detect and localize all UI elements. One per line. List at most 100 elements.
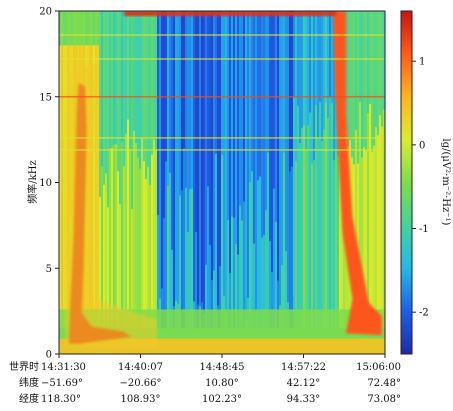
spectrogram-column-upper: [287, 11, 290, 303]
spectrogram-column-lower: [381, 126, 384, 329]
spectrogram-column-upper: [191, 11, 194, 189]
spectrogram-column-upper: [71, 11, 74, 46]
spectrogram-column-lower: [311, 163, 314, 329]
colorbar: [400, 10, 413, 355]
spectrogram-column-upper: [291, 11, 294, 167]
interference-line: [59, 149, 385, 151]
spectrogram-column-upper: [367, 11, 370, 114]
spectrogram-column-lower: [277, 280, 280, 329]
spectrogram-column-lower: [185, 187, 188, 329]
spectrogram-column-upper: [355, 11, 358, 131]
left-emission-halo: [65, 62, 157, 348]
spectrogram-column-upper: [83, 11, 86, 46]
spectrogram-column-lower: [143, 161, 146, 329]
spectrogram-column-lower: [165, 161, 168, 329]
x-row-value: 94.33°: [287, 394, 321, 405]
spectrogram-column-lower: [127, 119, 130, 329]
x-row-value: 108.93°: [121, 394, 161, 405]
y-axis-label: 频率/kHz: [26, 160, 39, 203]
spectrogram-column-upper: [195, 11, 198, 233]
spectrogram-column-lower: [367, 113, 370, 329]
spectrogram-column-lower: [303, 125, 306, 329]
spectrogram-column-lower: [237, 254, 240, 329]
spectrogram-column-lower: [269, 241, 272, 329]
spectrogram-column-upper: [137, 11, 140, 158]
spectrogram-column-upper: [163, 11, 166, 218]
spectrogram-column-upper: [303, 11, 306, 126]
spectrogram-column-upper: [81, 11, 84, 46]
spectrogram-column-upper: [91, 11, 94, 46]
spectrogram-column-upper: [145, 11, 148, 180]
spectrogram-column-upper: [211, 11, 214, 281]
spectrogram-column-upper: [217, 11, 220, 306]
spectrogram-column-lower: [215, 153, 218, 329]
spectrogram-column-lower: [281, 264, 284, 329]
spectrogram-column-lower: [379, 115, 382, 329]
spectrogram-column-upper: [233, 11, 236, 218]
spectrogram-column-upper: [179, 11, 182, 196]
spectrogram-column-upper: [135, 11, 138, 144]
spectrogram-column-lower: [359, 102, 362, 329]
spectrogram-column-lower: [249, 182, 252, 329]
spectrogram-column-upper: [375, 11, 378, 128]
spectrogram-column-upper: [119, 11, 122, 205]
spectrogram-column-upper: [185, 11, 188, 188]
spectrogram-column-lower: [231, 216, 234, 329]
spectrogram-column-lower: [139, 168, 142, 329]
x-row-value: 15:06:00: [356, 362, 401, 373]
spectrogram-column-upper: [85, 11, 88, 46]
spectrogram-column-upper: [361, 11, 364, 158]
spectrogram-column-upper: [89, 11, 92, 46]
spectrogram-column-lower: [213, 270, 216, 329]
spectrogram-column-lower: [137, 157, 140, 329]
spectrogram-column-upper: [121, 11, 124, 143]
spectrogram-column-upper: [275, 11, 278, 222]
spectrogram-column-upper: [247, 11, 250, 298]
spectrogram-column-upper: [323, 11, 326, 130]
spectrogram-column-upper: [87, 11, 90, 46]
spectrogram-column-lower: [285, 251, 288, 329]
spectrogram-column-lower: [183, 148, 186, 329]
spectrogram-column-lower: [147, 167, 150, 329]
spectrogram-column-upper: [99, 11, 102, 197]
spectrogram-column-upper: [111, 11, 114, 149]
spectrogram-column-lower: [355, 130, 358, 329]
spectrogram-column-upper: [157, 11, 160, 216]
spectrogram-column-upper: [101, 11, 104, 167]
spectrogram-column-lower: [299, 143, 302, 329]
spectrogram-column-lower: [95, 45, 98, 329]
spectrogram-column-upper: [307, 11, 310, 126]
spectrogram-column-upper: [379, 11, 382, 116]
spectrogram-column-upper: [147, 11, 150, 168]
spectrogram-column-lower: [261, 237, 264, 329]
spectrogram-column-lower: [99, 196, 102, 329]
spectrogram-column-upper: [381, 11, 384, 127]
spectrogram-column-upper: [369, 11, 372, 104]
x-row-value: 42.12°: [287, 378, 321, 389]
spectrogram-column-lower: [267, 152, 270, 329]
x-row-value: 10.80°: [205, 378, 239, 389]
spectrogram-column-lower: [257, 180, 260, 329]
spectrogram-column-upper: [93, 11, 96, 46]
spectrogram-column-lower: [133, 130, 136, 329]
colorbar-tick-label: 1: [419, 57, 425, 68]
y-tick-label: 10: [39, 178, 52, 189]
spectrogram-column-upper: [279, 11, 282, 306]
spectrogram-column-upper: [305, 11, 308, 150]
spectrogram-column-upper: [127, 11, 130, 120]
spectrogram-column-upper: [139, 11, 142, 169]
spectrogram-column-upper: [69, 11, 72, 46]
spectrogram-column-lower: [167, 185, 170, 329]
spectrogram-column-lower: [97, 45, 100, 329]
spectrogram-column-lower: [251, 171, 254, 329]
x-row-value: 72.48°: [367, 378, 401, 389]
spectrogram-column-upper: [75, 11, 78, 46]
spectrogram-column-upper: [215, 11, 218, 154]
spectrogram-column-lower: [365, 150, 368, 329]
spectrogram-column-upper: [283, 11, 286, 153]
x-row-value: 14:31:30: [41, 362, 86, 373]
x-axis-rows: 世界时 14:31:30 14:40:07 14:48:45 14:57:22 15:06…: [9, 354, 401, 405]
spectrogram-column-upper: [325, 11, 328, 102]
spectrogram-column-upper: [221, 11, 224, 155]
spectrogram-column-upper: [351, 11, 354, 158]
